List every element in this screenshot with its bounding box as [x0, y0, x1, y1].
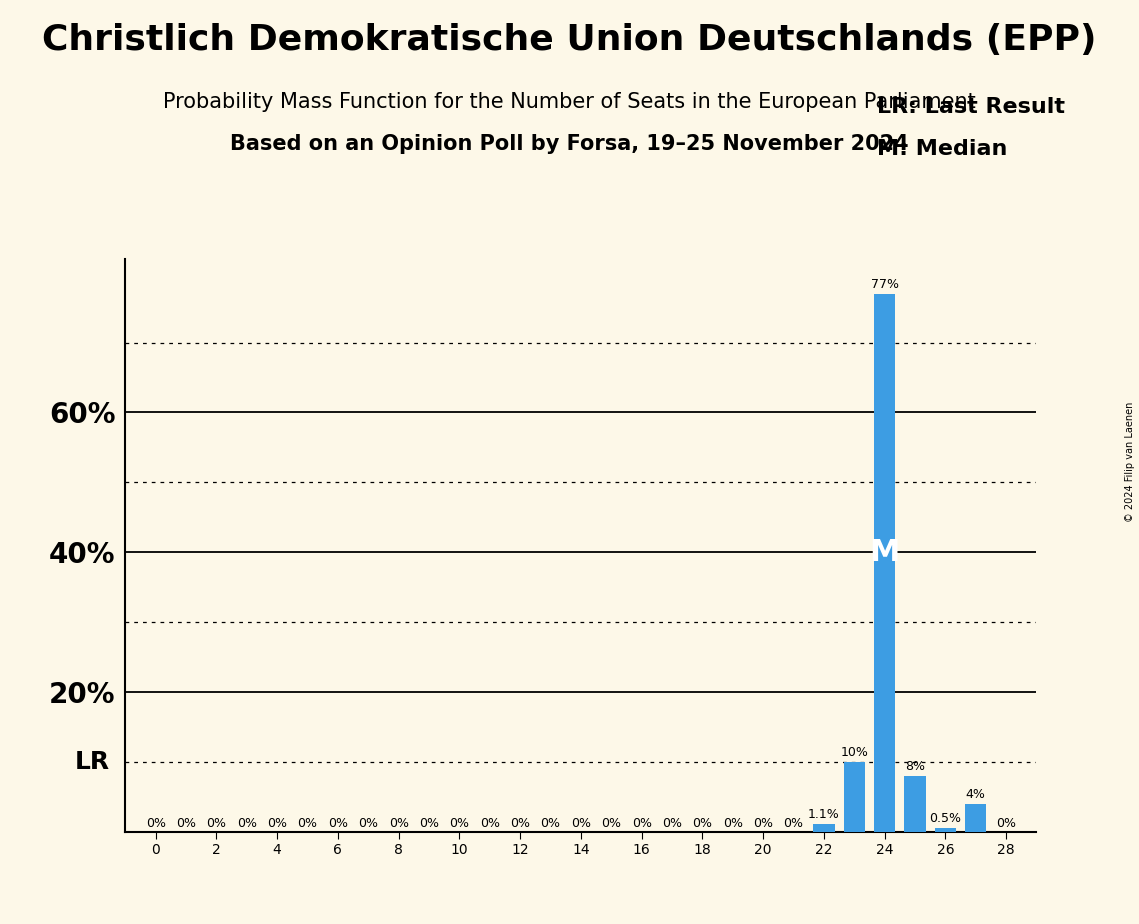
Text: 0%: 0% — [662, 817, 682, 830]
Text: 10%: 10% — [841, 746, 868, 759]
Text: LR: Last Result: LR: Last Result — [877, 97, 1065, 117]
Text: 0%: 0% — [693, 817, 712, 830]
Bar — [813, 824, 835, 832]
Text: 0%: 0% — [146, 817, 165, 830]
Text: 0%: 0% — [480, 817, 500, 830]
Text: 0%: 0% — [206, 817, 227, 830]
Text: 0%: 0% — [632, 817, 652, 830]
Text: 0%: 0% — [510, 817, 530, 830]
Text: Christlich Demokratische Union Deutschlands (EPP): Christlich Demokratische Union Deutschla… — [42, 23, 1097, 57]
Text: 1.1%: 1.1% — [808, 808, 839, 821]
Text: 0%: 0% — [268, 817, 287, 830]
Bar — [844, 761, 865, 832]
Text: 4%: 4% — [966, 788, 985, 801]
Text: M: M — [869, 538, 900, 566]
Bar — [874, 294, 895, 832]
Text: Probability Mass Function for the Number of Seats in the European Parliament: Probability Mass Function for the Number… — [163, 92, 976, 113]
Text: 0%: 0% — [388, 817, 409, 830]
Text: LR: LR — [75, 749, 110, 773]
Bar — [935, 828, 956, 832]
Text: 0%: 0% — [753, 817, 773, 830]
Text: 0%: 0% — [541, 817, 560, 830]
Text: 0%: 0% — [450, 817, 469, 830]
Text: 8%: 8% — [906, 760, 925, 772]
Text: 0%: 0% — [177, 817, 196, 830]
Bar — [904, 776, 926, 832]
Text: 0%: 0% — [359, 817, 378, 830]
Text: 0%: 0% — [997, 817, 1016, 830]
Text: 0%: 0% — [297, 817, 318, 830]
Text: 0%: 0% — [571, 817, 591, 830]
Text: © 2024 Filip van Laenen: © 2024 Filip van Laenen — [1125, 402, 1134, 522]
Text: 0.5%: 0.5% — [929, 812, 961, 825]
Text: 0%: 0% — [723, 817, 743, 830]
Text: M: Median: M: Median — [877, 139, 1007, 159]
Text: 0%: 0% — [784, 817, 803, 830]
Text: Based on an Opinion Poll by Forsa, 19–25 November 2024: Based on an Opinion Poll by Forsa, 19–25… — [230, 134, 909, 154]
Text: 77%: 77% — [870, 278, 899, 291]
Text: 0%: 0% — [237, 817, 256, 830]
Text: 0%: 0% — [328, 817, 347, 830]
Bar — [965, 804, 986, 832]
Text: 0%: 0% — [419, 817, 439, 830]
Text: 0%: 0% — [601, 817, 621, 830]
